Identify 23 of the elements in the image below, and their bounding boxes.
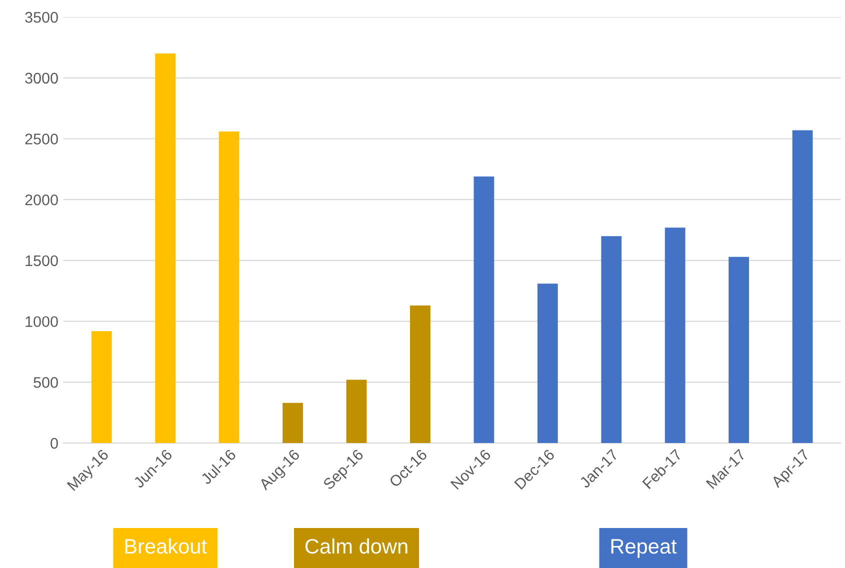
bar <box>282 402 303 444</box>
text: Repeat <box>611 539 677 558</box>
bar <box>601 236 622 444</box>
y-tick-label: 3500 <box>25 12 58 23</box>
bar <box>474 176 494 444</box>
bar <box>410 306 430 444</box>
bar <box>537 284 558 444</box>
bar <box>91 331 112 444</box>
bar <box>155 54 176 444</box>
y-tick-label: 1500 <box>26 255 58 266</box>
bar <box>664 228 686 444</box>
bar <box>218 131 240 444</box>
text: Breakout <box>125 538 207 554</box>
y-tick-label: 3000 <box>25 72 58 84</box>
y-tick-label: 500 <box>34 377 58 388</box>
bar <box>346 380 367 444</box>
y-tick-label: 2000 <box>25 194 58 206</box>
y-tick-label: 0 <box>50 438 58 449</box>
y-tick-label: 2500 <box>25 134 58 144</box>
text: Calm down <box>305 538 408 554</box>
y-tick-label: 1000 <box>26 316 58 328</box>
bar <box>792 130 813 444</box>
bar <box>728 256 750 444</box>
